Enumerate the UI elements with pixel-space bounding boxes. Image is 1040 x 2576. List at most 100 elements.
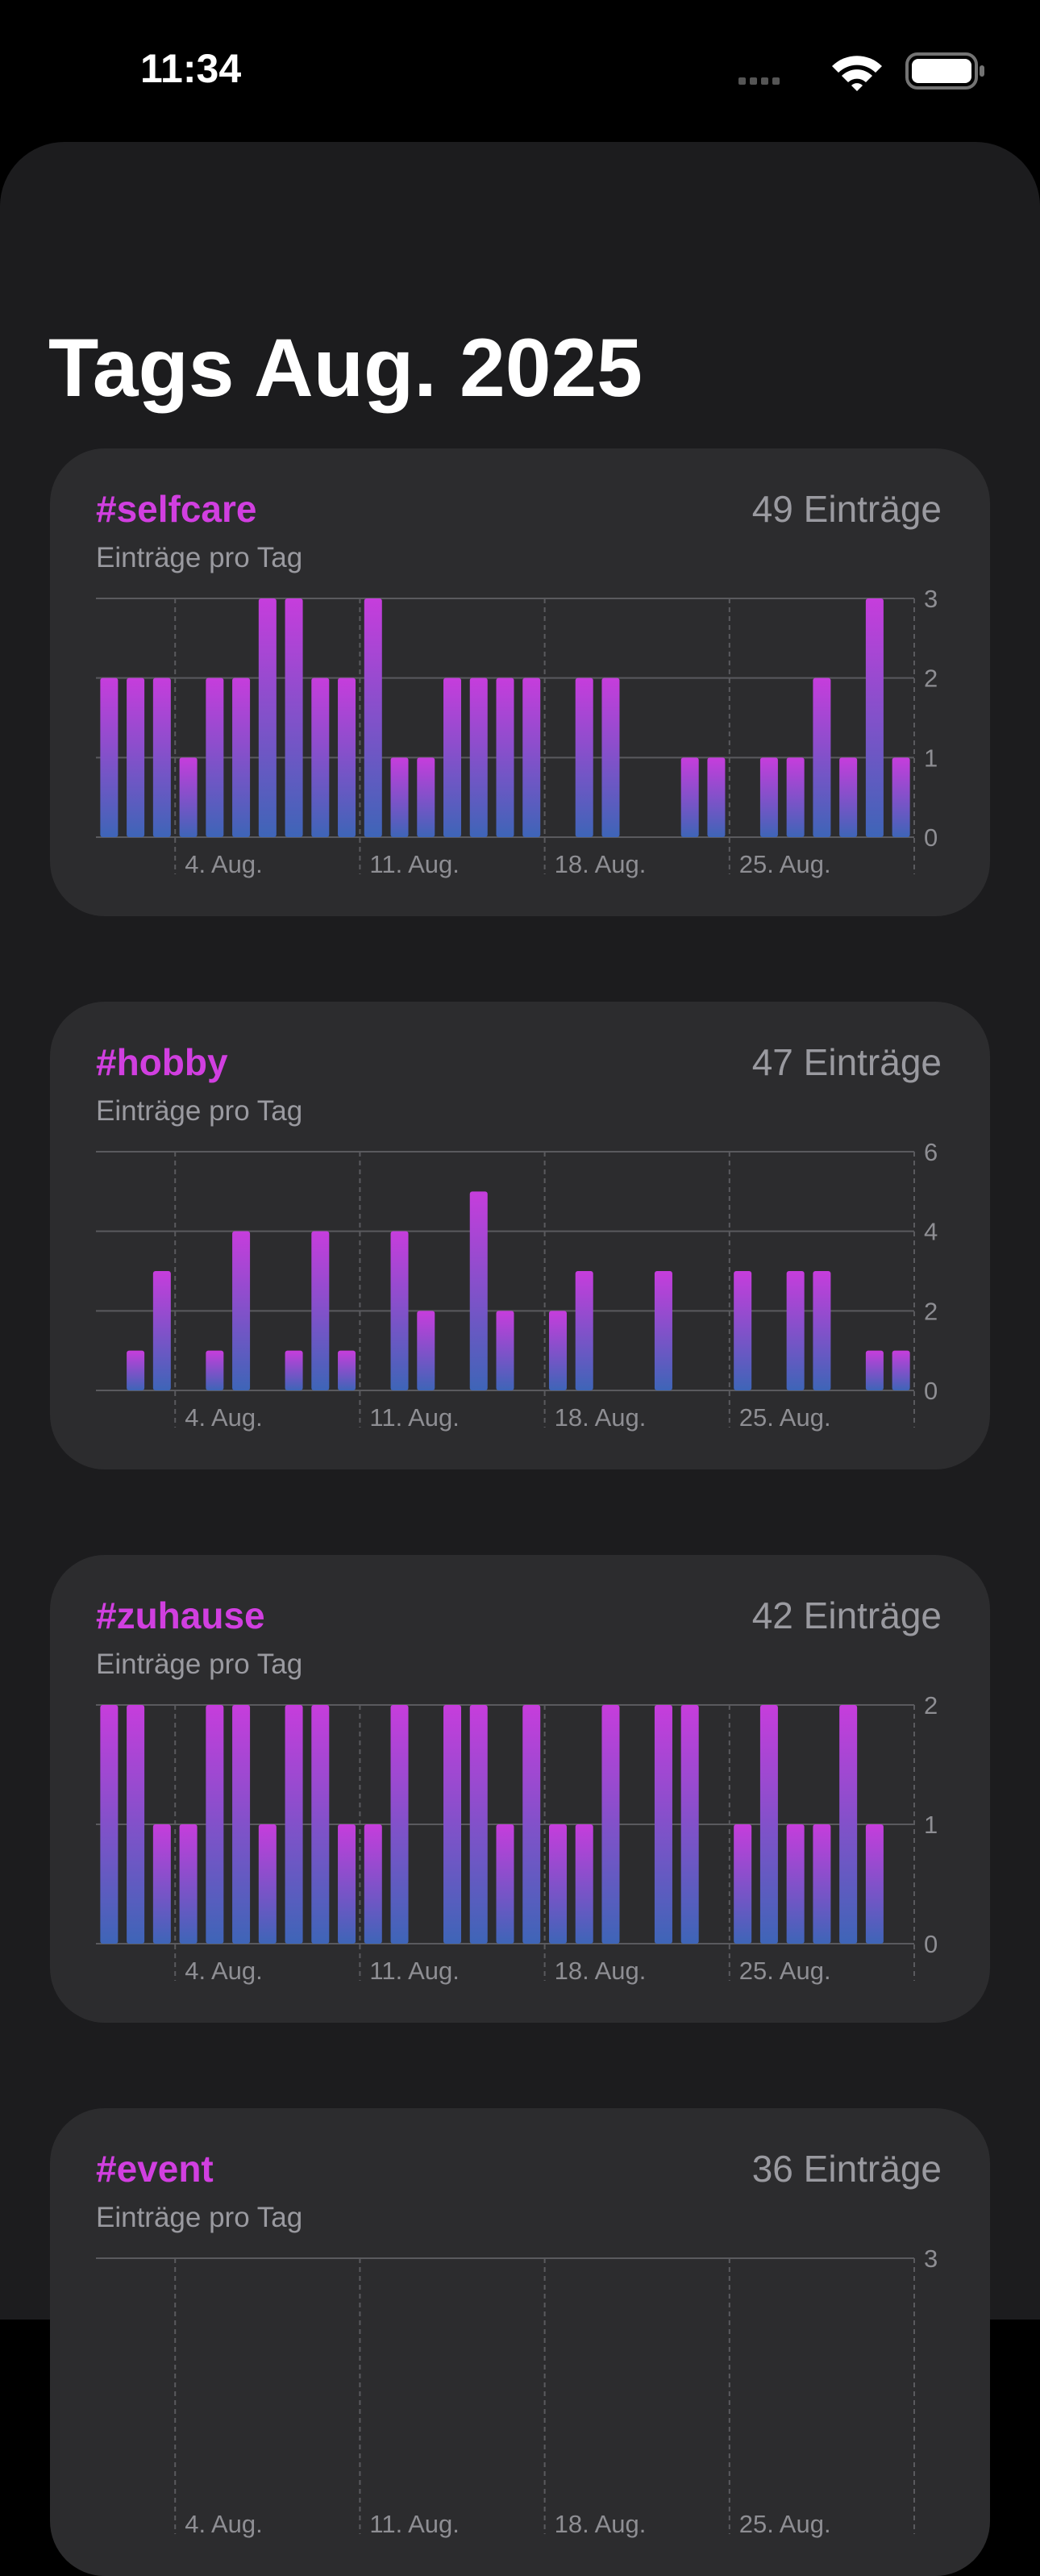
y-tick-label: 2	[924, 1691, 938, 1719]
tag-card-selfcare[interactable]: #selfcare 49 Einträge Einträge pro Tag 0…	[50, 448, 990, 916]
chart-bar	[364, 1824, 382, 1944]
chart-bar	[759, 757, 778, 837]
x-tick-label: 11. Aug.	[369, 1403, 459, 1432]
chart-bar	[654, 1705, 672, 1944]
x-tick-label: 11. Aug.	[369, 1957, 459, 1985]
chart-bar	[417, 1311, 435, 1390]
x-tick-label: 4. Aug.	[185, 1403, 263, 1432]
chart-bar	[865, 1824, 884, 1944]
y-tick-label: 0	[924, 1930, 938, 1958]
x-tick-label: 18. Aug.	[555, 850, 647, 878]
y-tick-label: 2	[924, 1297, 938, 1325]
chart-bar	[100, 1705, 119, 1944]
chart-bar	[469, 677, 488, 837]
chart-bar	[892, 1350, 910, 1390]
chart-bar	[496, 677, 514, 837]
status-icons	[738, 52, 984, 91]
chart-bar	[813, 1271, 831, 1390]
chart-subtitle: Einträge pro Tag	[96, 542, 303, 573]
chart-bar	[813, 1824, 831, 1944]
chart-bar	[127, 1705, 145, 1944]
tag-name: #hobby	[96, 1041, 228, 1083]
x-tick-label: 25. Aug.	[739, 850, 831, 878]
chart-bar	[496, 1311, 514, 1390]
bar-chart: 0 2 4 6 4. Aug. 11. Aug. 18. Aug. 25. Aug.	[96, 1138, 938, 1432]
y-tick-label: 6	[924, 1138, 938, 1166]
chart-bar	[232, 677, 251, 837]
chart-bar	[865, 598, 884, 837]
cellular-signal-icon	[738, 77, 780, 85]
chart-bar	[601, 1705, 620, 1944]
bar-chart: 0 1 2 3 4. Aug. 11. Aug. 18. Aug. 25. Aug.	[96, 585, 938, 878]
chart-bar	[443, 677, 462, 837]
chart-bar	[601, 677, 620, 837]
chart-bar	[179, 1824, 198, 1944]
chart-bar	[285, 1350, 303, 1390]
status-bar: 11:34	[0, 0, 1040, 141]
x-tick-label: 11. Aug.	[369, 2510, 459, 2538]
chart-bar	[285, 598, 303, 837]
wifi-icon	[832, 56, 882, 91]
chart-bar	[152, 1824, 171, 1944]
entry-count: 42 Einträge	[751, 1594, 942, 1636]
tag-card-event[interactable]: #event 36 Einträge Einträge pro Tag 3 4. …	[50, 2108, 990, 2576]
chart-bar	[734, 1824, 752, 1944]
y-tick-label: 1	[924, 1811, 938, 1839]
chart-bar	[206, 1705, 224, 1944]
x-tick-label: 18. Aug.	[555, 1403, 647, 1432]
chart-bar	[338, 1350, 356, 1390]
chart-bar	[469, 1191, 488, 1390]
y-tick-label: 3	[924, 2245, 938, 2273]
chart-bar	[285, 1705, 303, 1944]
x-tick-label: 4. Aug.	[185, 850, 263, 878]
chart-bar	[417, 757, 435, 837]
y-tick-label: 3	[924, 585, 938, 613]
bar-chart: 3 4. Aug. 11. Aug. 18. Aug. 25. Aug.	[96, 2245, 938, 2538]
chart-bar	[654, 1271, 672, 1390]
x-tick-label: 4. Aug.	[185, 2510, 263, 2538]
chart-bar	[575, 677, 593, 837]
chart-bar	[311, 677, 330, 837]
chart-bar	[100, 677, 119, 837]
chart-bar	[839, 1705, 858, 1944]
chart-bar	[127, 1350, 145, 1390]
chart-bar	[258, 1824, 277, 1944]
y-tick-label: 4	[924, 1218, 938, 1246]
page-title: Tags Aug. 2025	[48, 322, 643, 414]
chart-bar	[152, 677, 171, 837]
chart-bar	[232, 1705, 251, 1944]
chart-bar	[707, 757, 726, 837]
status-time: 11:34	[140, 46, 242, 91]
tag-card-hobby[interactable]: #hobby 47 Einträge Einträge pro Tag 0 2 4 6…	[50, 1002, 990, 1469]
chart-bar	[680, 1705, 699, 1944]
tag-name: #event	[96, 2148, 214, 2190]
chart-bar	[680, 757, 699, 837]
y-tick-label: 1	[924, 744, 938, 772]
y-tick-label: 2	[924, 665, 938, 693]
chart-bar	[522, 677, 541, 837]
bar-chart: 0 1 2 4. Aug. 11. Aug. 18. Aug. 25. Aug.	[96, 1691, 938, 1985]
x-tick-label: 11. Aug.	[369, 850, 459, 878]
chart-bar	[390, 757, 409, 837]
chart-bar	[786, 1271, 805, 1390]
tag-card-zuhause[interactable]: #zuhause 42 Einträge Einträge pro Tag 0 1…	[50, 1555, 990, 2023]
chart-bar	[258, 598, 277, 837]
chart-bar	[443, 1705, 462, 1944]
x-tick-label: 4. Aug.	[185, 1957, 263, 1985]
x-tick-label: 25. Aug.	[739, 2510, 831, 2538]
chart-bar	[548, 1824, 567, 1944]
x-tick-label: 25. Aug.	[739, 1403, 831, 1432]
chart-bar	[786, 1824, 805, 1944]
chart-bar	[469, 1705, 488, 1944]
chart-bar	[127, 677, 145, 837]
chart-bar	[548, 1311, 567, 1390]
chart-bar	[839, 757, 858, 837]
chart-subtitle: Einträge pro Tag	[96, 2202, 303, 2233]
chart-subtitle: Einträge pro Tag	[96, 1649, 303, 1680]
chart-bar	[338, 1824, 356, 1944]
chart-bar	[179, 757, 198, 837]
entry-count: 36 Einträge	[751, 2148, 942, 2190]
y-tick-label: 0	[924, 1377, 938, 1405]
battery-icon	[905, 52, 984, 90]
chart-bar	[206, 1350, 224, 1390]
